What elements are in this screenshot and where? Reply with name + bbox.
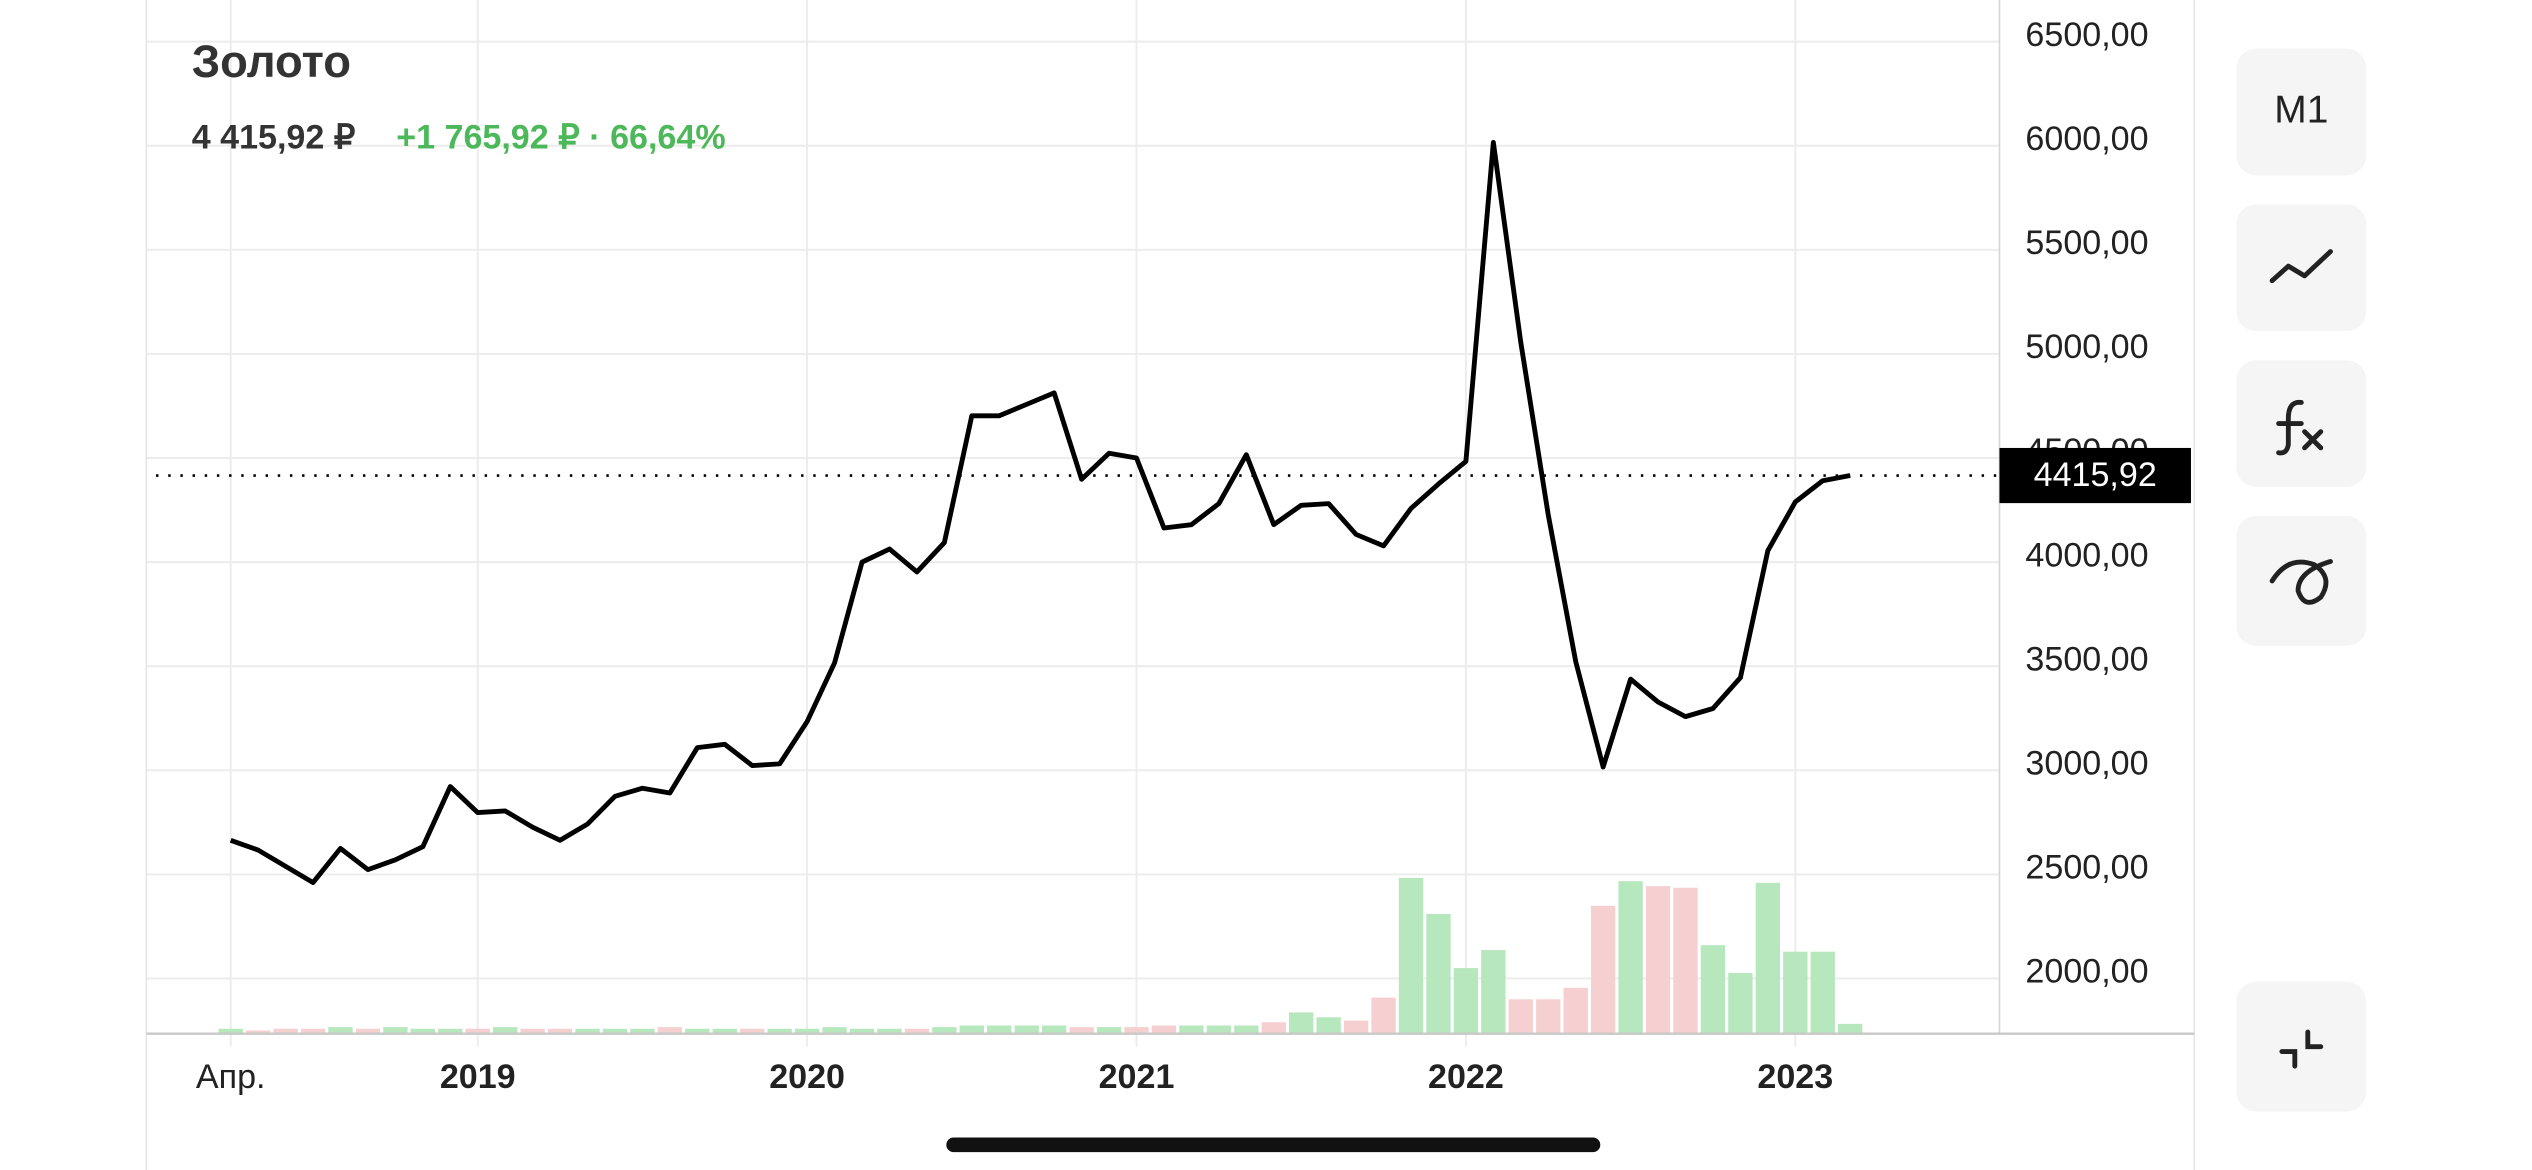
volume-bar [877, 1028, 902, 1034]
volume-bar [1673, 887, 1698, 1034]
volume-bar [932, 1027, 957, 1034]
volume-bar [602, 1028, 628, 1034]
volume-bar [438, 1028, 463, 1034]
volume-bar [1481, 950, 1506, 1034]
volume-bar [904, 1028, 930, 1034]
volume-bar [1755, 882, 1781, 1034]
volume-bar [218, 1028, 243, 1034]
volume-bar [1453, 968, 1479, 1034]
volume-bar [1783, 951, 1808, 1034]
fx-icon [2276, 399, 2324, 456]
x-tick-label: 2022 [1428, 1058, 1504, 1096]
volume-bar [1014, 1025, 1039, 1034]
volume-bar [1206, 1025, 1232, 1034]
volume-bar [987, 1025, 1012, 1034]
volume-bar [1069, 1027, 1094, 1034]
grid [146, 0, 2000, 1047]
volume-bar [1151, 1025, 1177, 1034]
y-tick-label: 5500,00 [2025, 224, 2148, 262]
volume-bar [1041, 1025, 1067, 1034]
volume-bar [1343, 1020, 1369, 1034]
volume-bar [1728, 973, 1753, 1034]
volume-bar [959, 1025, 984, 1034]
toolbar: M1 [2236, 48, 2367, 1112]
volume-bar [1398, 877, 1424, 1034]
x-tick-label: 2021 [1099, 1058, 1175, 1096]
x-tick-label: 2023 [1757, 1058, 1833, 1096]
draw-icon [2269, 559, 2333, 605]
volume-bar [767, 1028, 792, 1034]
volume-bar [520, 1028, 545, 1034]
volume-bar [383, 1027, 408, 1034]
volume-bar [355, 1028, 381, 1034]
volume-bar [410, 1028, 436, 1034]
volume-bar [1645, 886, 1671, 1034]
volume-bar [1371, 997, 1396, 1034]
x-tick-label: Апр. [196, 1058, 266, 1096]
volume-bar [300, 1028, 326, 1034]
volume-bar [1316, 1017, 1341, 1034]
y-tick-label: 3500,00 [2025, 640, 2148, 678]
volume-bar [1261, 1022, 1286, 1034]
volume-bar [1124, 1027, 1149, 1034]
volume-bar [1289, 1012, 1314, 1034]
volume-bar [1096, 1027, 1122, 1034]
y-tick-label: 2000,00 [2025, 953, 2148, 991]
volume-bar [1590, 905, 1616, 1034]
volume-bar [1179, 1025, 1204, 1034]
volume-bar [547, 1028, 573, 1034]
y-tick-label: 3000,00 [2025, 744, 2148, 782]
plot [156, 139, 2000, 885]
volume-bar [1426, 913, 1451, 1034]
collapse-button[interactable] [2236, 981, 2367, 1112]
line-icon [2269, 249, 2333, 284]
y-tick-label: 5000,00 [2025, 328, 2148, 366]
volume-bar [1536, 999, 1561, 1034]
volume-bar [1700, 945, 1726, 1034]
period-button[interactable] [2236, 48, 2367, 176]
volume-bar [685, 1028, 710, 1034]
current-label: 4415,92 [2034, 456, 2157, 494]
volume-bar [1618, 881, 1643, 1034]
volume-bar [657, 1027, 683, 1034]
volume-bar [1508, 999, 1533, 1034]
title: Золото [192, 36, 351, 87]
volume-bar [849, 1028, 875, 1034]
volume-bar [1810, 951, 1835, 1034]
volume [218, 877, 1863, 1034]
volume-bar [794, 1028, 820, 1034]
volume-bar [465, 1028, 490, 1034]
x-tick-label: 2020 [769, 1058, 845, 1096]
price: 4 415,92 ₽ [192, 119, 356, 157]
current-tag [1999, 447, 2191, 504]
price-line [229, 139, 1851, 885]
volume-bar [630, 1028, 655, 1034]
y-tick-label: 6500,00 [2025, 16, 2148, 54]
volume-bar [273, 1028, 298, 1034]
y-tick-label: 4000,00 [2025, 536, 2148, 574]
volume-bar [712, 1028, 737, 1034]
collapse-icon [2279, 1029, 2324, 1069]
change: +1 765,92 ₽ · 66,64% [396, 119, 725, 157]
y-tick-label: 2500,00 [2025, 849, 2148, 887]
volume-bar [1563, 987, 1588, 1034]
volume-bar [575, 1028, 600, 1034]
period-label[interactable]: M1 [2274, 88, 2328, 131]
volume-bar [328, 1027, 353, 1034]
volume-bar [740, 1028, 765, 1034]
volume-bar [1838, 1023, 1863, 1034]
volume-bar [245, 1030, 271, 1034]
home-indicator [946, 1137, 1601, 1153]
volume-bar [1234, 1025, 1259, 1034]
volume-bar [822, 1027, 847, 1034]
x-tick-label: 2019 [440, 1058, 516, 1096]
chart-type-button[interactable] [2236, 204, 2367, 332]
y-tick-label: 6000,00 [2025, 120, 2148, 158]
volume-bar [493, 1027, 518, 1034]
